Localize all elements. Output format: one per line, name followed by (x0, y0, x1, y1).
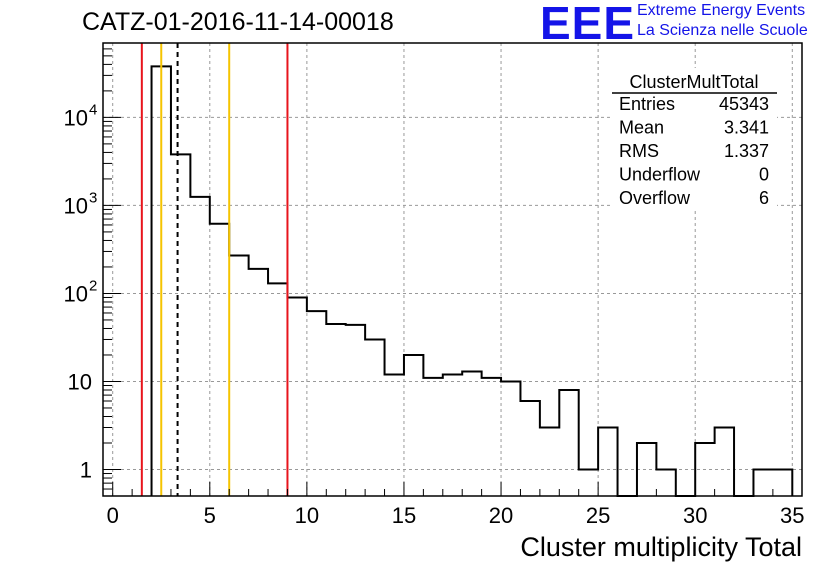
histogram-bin (268, 283, 287, 496)
x-tick-label: 30 (683, 503, 707, 528)
histogram-bin (715, 428, 734, 496)
plot-title: CATZ-01-2016-11-14-00018 (82, 8, 394, 36)
x-tick-label: 20 (489, 503, 513, 528)
histogram-bin (307, 311, 326, 496)
histogram-bin (404, 355, 423, 496)
histogram-bin (385, 375, 404, 496)
y-tick-exponent: 2 (89, 277, 97, 294)
stats-label: Entries (619, 94, 675, 114)
stats-name: ClusterMultTotal (629, 72, 758, 92)
histogram-bin (171, 154, 190, 496)
histogram-bin (656, 470, 675, 496)
stats-value: 45343 (719, 94, 769, 114)
stats-value: 6 (759, 188, 769, 208)
histogram-bin (695, 443, 714, 496)
histogram-bin (579, 470, 598, 496)
y-tick-label: 10 (64, 193, 88, 218)
x-axis-label: Cluster multiplicity Total (520, 532, 802, 562)
x-tick-label: 25 (586, 503, 610, 528)
stats-value: 3.341 (724, 118, 769, 138)
x-axis (112, 482, 793, 496)
histogram-bin (287, 297, 306, 496)
stats-box-bg (612, 68, 777, 208)
histogram-bin (462, 371, 481, 496)
x-tick-label: 5 (204, 503, 216, 528)
histogram-bin (559, 390, 578, 496)
histogram-bin (773, 470, 792, 496)
histogram-bin (326, 324, 345, 496)
histogram-bin (229, 255, 248, 496)
y-tick-exponent: 4 (89, 101, 97, 118)
y-tick-label: 10 (68, 369, 92, 394)
histogram-bin (423, 378, 442, 496)
stats-label: RMS (619, 141, 659, 161)
y-tick-label: 1 (80, 458, 92, 483)
histogram-bin (190, 197, 209, 496)
histogram-bin (482, 378, 501, 496)
logo-line-2: La Scienza nelle Scuole (637, 22, 808, 39)
y-axis (103, 42, 121, 497)
y-tick-label: 10 (64, 281, 88, 306)
histogram-bin (443, 375, 462, 496)
histogram-bin (598, 428, 617, 496)
eee-logo: EEE (540, 0, 636, 49)
y-tick-exponent: 3 (89, 189, 97, 206)
stats-label: Overflow (619, 188, 691, 208)
x-tick-label: 15 (392, 503, 416, 528)
histogram-bin (637, 443, 656, 496)
histogram-bin (501, 381, 520, 496)
histogram-bin (540, 428, 559, 496)
histogram-bin (346, 325, 365, 496)
stats-label: Mean (619, 118, 664, 138)
stats-label: Underflow (619, 165, 701, 185)
x-tick-label: 35 (780, 503, 804, 528)
histogram-bin (365, 339, 384, 496)
histogram-bin (249, 269, 268, 496)
histogram-bin (520, 401, 539, 496)
histogram-bin (210, 224, 229, 496)
histogram-bin (753, 470, 772, 496)
stats-value: 0 (759, 165, 769, 185)
plot-frame (102, 42, 803, 497)
x-tick-label: 0 (107, 503, 119, 528)
stats-value: 1.337 (724, 141, 769, 161)
y-tick-label: 10 (64, 105, 88, 130)
logo-line-1: Extreme Energy Events (637, 2, 806, 19)
x-tick-label: 10 (295, 503, 319, 528)
